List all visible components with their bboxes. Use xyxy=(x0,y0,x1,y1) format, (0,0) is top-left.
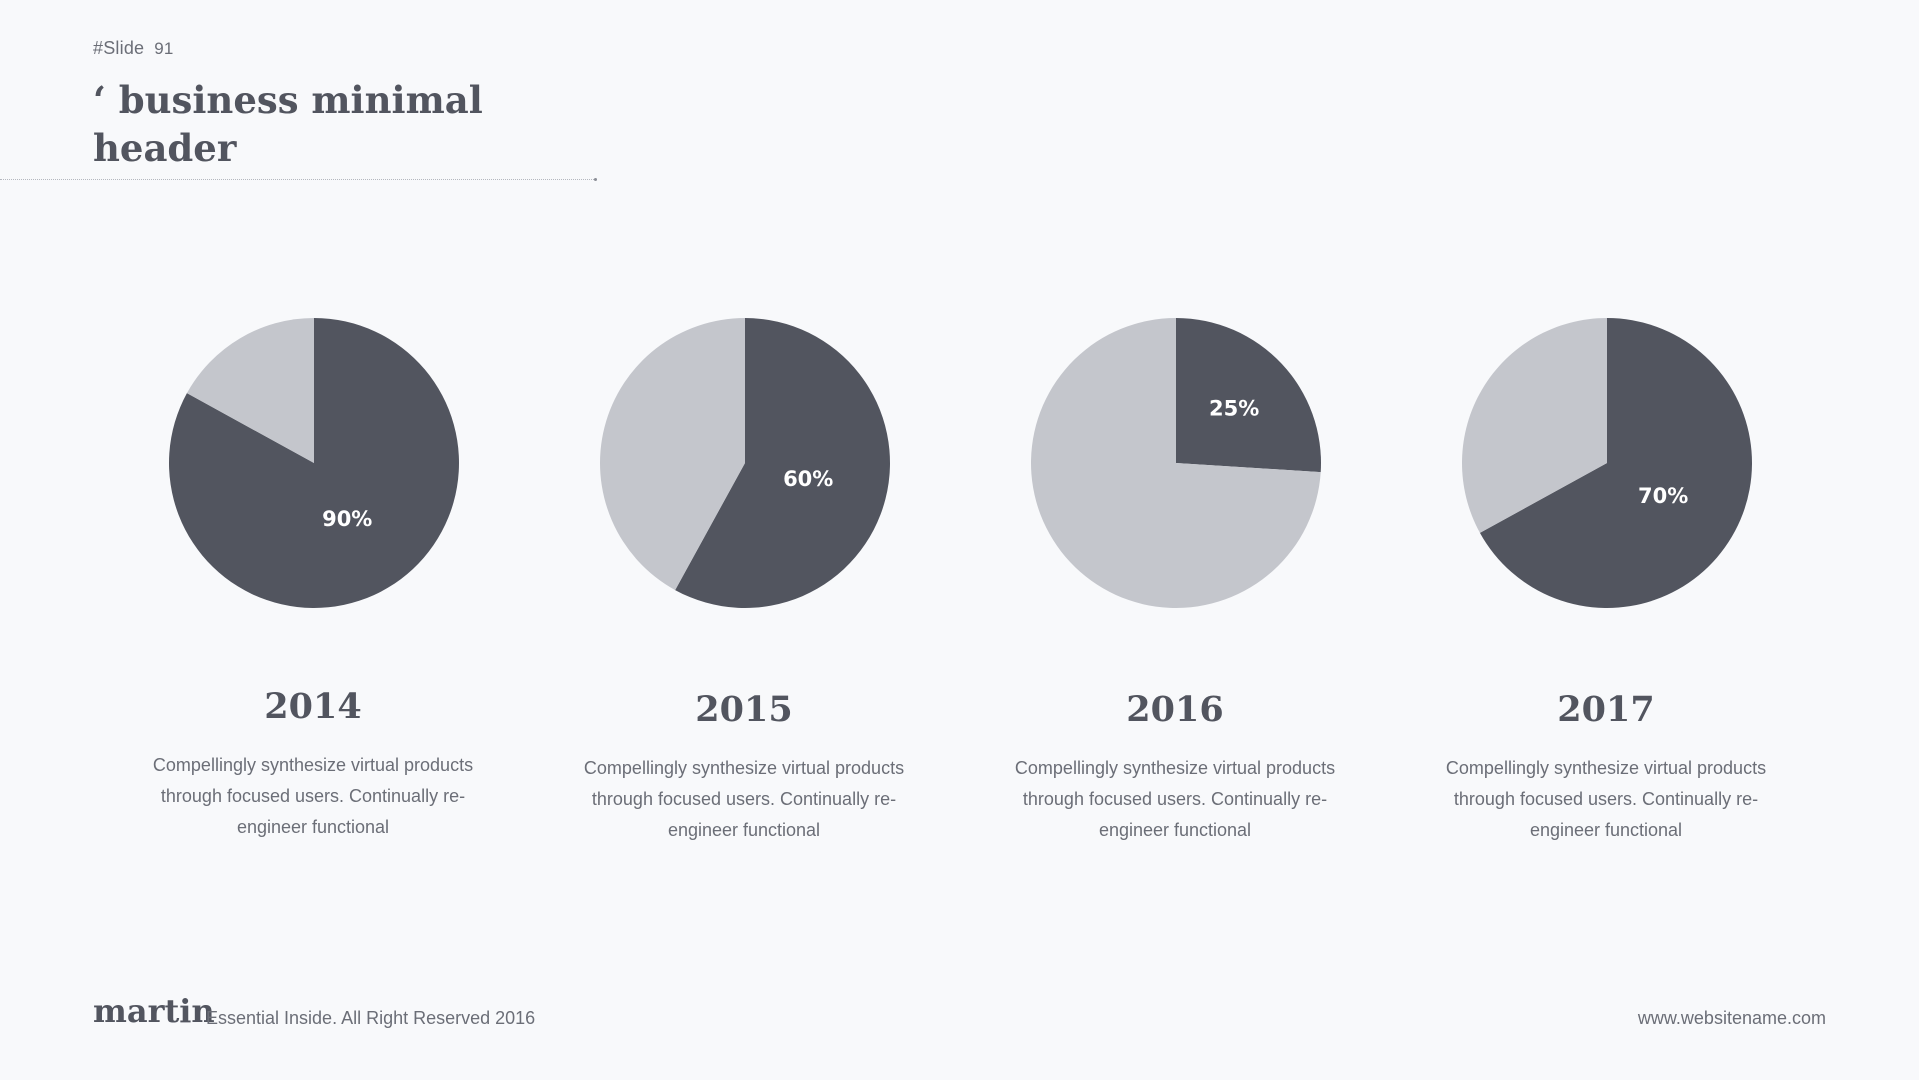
slide-tag-label: #Slide xyxy=(93,38,145,58)
footer-brand: martin xyxy=(93,992,215,1030)
pie-slice-2015-0 xyxy=(675,318,890,608)
slide-number: 91 xyxy=(154,39,174,58)
pie-chart-2016: 25% xyxy=(1031,318,1321,608)
pie-label-2016: 25% xyxy=(1209,396,1259,420)
pie-slice-2016-0 xyxy=(1176,318,1321,473)
pie-block-2014: 90% 2014 Compellingly synthesize virtual… xyxy=(133,318,493,858)
page-title: ‘ business minimal header xyxy=(93,78,483,170)
pie-year-2016: 2016 xyxy=(1126,689,1224,730)
pie-description-2015: Compellingly synthesize virtual products… xyxy=(583,758,905,840)
pie-label-2015: 60% xyxy=(783,467,833,491)
pie-year-2015: 2015 xyxy=(695,689,793,730)
pie-block-2016: 25% 2016 Compellingly synthesize virtual… xyxy=(995,318,1355,858)
pie-chart-2014: 90% xyxy=(169,318,459,608)
pie-block-2015: 60% 2015 Compellingly synthesize virtual… xyxy=(564,318,924,858)
pie-description-2014: Compellingly synthesize virtual products… xyxy=(152,755,474,837)
title-divider xyxy=(0,179,596,180)
pie-slice-2016-1 xyxy=(1031,318,1321,608)
pie-block-2017: 70% 2017 Compellingly synthesize virtual… xyxy=(1426,318,1786,858)
pie-year-2017: 2017 xyxy=(1557,689,1655,730)
pie-slice-2015-1 xyxy=(599,318,745,591)
pie-slice-2017-0 xyxy=(1479,318,1752,608)
footer-website-link[interactable]: www.websitename.com xyxy=(1637,1008,1826,1028)
pie-description-2017: Compellingly synthesize virtual products… xyxy=(1445,758,1767,840)
slide-tag: #Slide 91 xyxy=(93,38,174,59)
pie-chart-2017: 70% xyxy=(1462,318,1752,608)
pie-description-2016: Compellingly synthesize virtual products… xyxy=(1014,758,1336,840)
pie-slice-2017-1 xyxy=(1462,318,1607,533)
title-divider-dot xyxy=(594,178,597,181)
pie-label-2014: 90% xyxy=(322,507,372,531)
pie-chart-2015: 60% xyxy=(599,318,890,608)
footer-copyright: Essential Inside. All Right Reserved 201… xyxy=(206,1008,536,1028)
pie-slice-2014-1 xyxy=(186,318,314,463)
pie-label-2017: 70% xyxy=(1638,484,1688,508)
pie-year-2014: 2014 xyxy=(264,686,362,727)
